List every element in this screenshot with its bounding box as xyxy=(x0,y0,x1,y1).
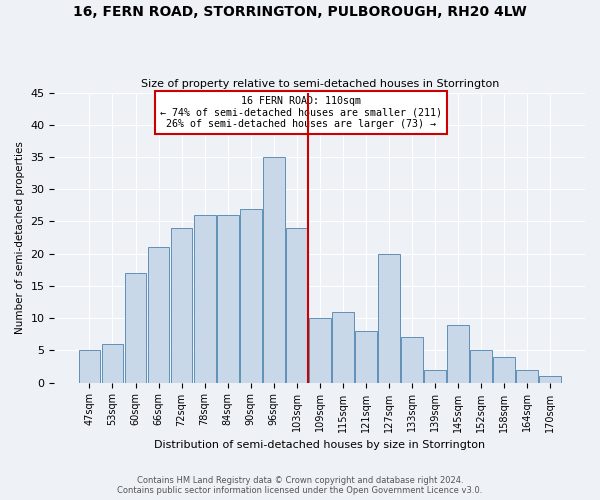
Bar xyxy=(424,370,446,382)
Text: 16, FERN ROAD, STORRINGTON, PULBOROUGH, RH20 4LW: 16, FERN ROAD, STORRINGTON, PULBOROUGH, … xyxy=(73,5,527,19)
Title: Size of property relative to semi-detached houses in Storrington: Size of property relative to semi-detach… xyxy=(140,79,499,89)
Bar xyxy=(539,376,561,382)
Bar xyxy=(470,350,492,382)
Bar xyxy=(125,273,146,382)
Text: 16 FERN ROAD: 110sqm
← 74% of semi-detached houses are smaller (211)
26% of semi: 16 FERN ROAD: 110sqm ← 74% of semi-detac… xyxy=(160,96,442,129)
Bar xyxy=(170,228,193,382)
Bar xyxy=(148,247,169,382)
Bar xyxy=(286,228,308,382)
Bar xyxy=(378,254,400,382)
Bar xyxy=(309,318,331,382)
Text: Contains HM Land Registry data © Crown copyright and database right 2024.
Contai: Contains HM Land Registry data © Crown c… xyxy=(118,476,482,495)
Bar xyxy=(493,357,515,382)
Bar xyxy=(355,331,377,382)
Y-axis label: Number of semi-detached properties: Number of semi-detached properties xyxy=(15,141,25,334)
Bar xyxy=(239,208,262,382)
Bar xyxy=(101,344,124,383)
Bar xyxy=(194,215,215,382)
Bar xyxy=(516,370,538,382)
Bar xyxy=(263,157,284,382)
Bar xyxy=(217,215,239,382)
Bar xyxy=(79,350,100,382)
Bar xyxy=(401,338,423,382)
Bar xyxy=(447,324,469,382)
X-axis label: Distribution of semi-detached houses by size in Storrington: Distribution of semi-detached houses by … xyxy=(154,440,485,450)
Bar xyxy=(332,312,353,382)
